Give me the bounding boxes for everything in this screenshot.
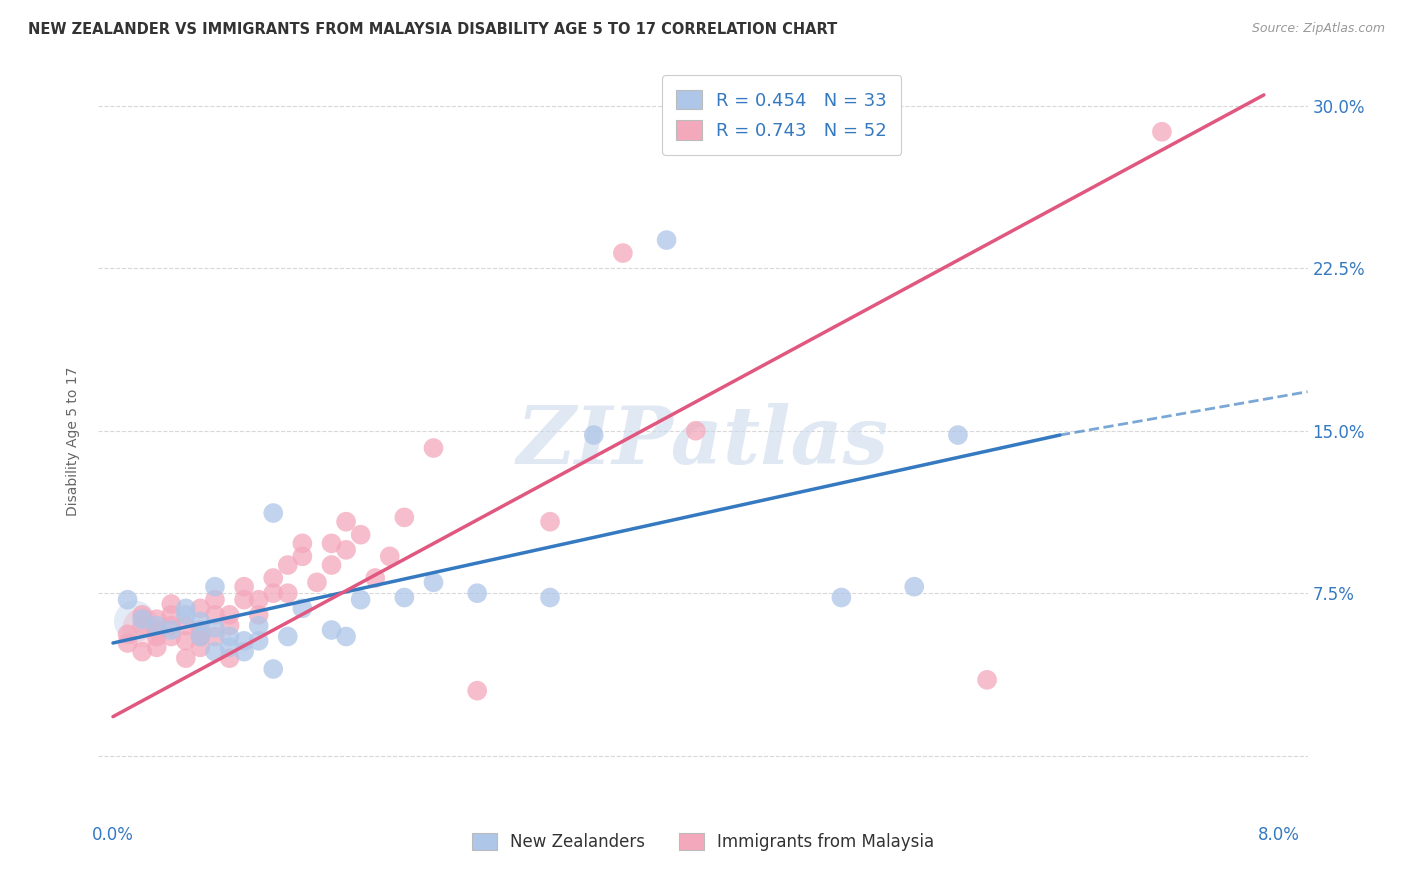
Point (262, 662, 284, 676)
Point (685, 424, 707, 438)
Point (204, 592, 226, 607)
Point (131, 612, 153, 626)
Point (174, 618, 197, 632)
Point (247, 633, 270, 648)
Point (976, 673, 998, 687)
Point (465, 586, 488, 600)
Point (291, 601, 314, 615)
Point (190, 615, 212, 629)
Point (218, 618, 240, 632)
Point (190, 623, 212, 637)
Point (160, 597, 183, 611)
Point (190, 640, 212, 655)
Point (247, 592, 270, 607)
Point (655, 233, 678, 247)
Point (247, 607, 270, 622)
Point (1150, 125, 1173, 139)
Point (117, 592, 139, 607)
Point (145, 623, 167, 637)
Point (378, 549, 401, 564)
Point (350, 527, 373, 541)
Point (538, 591, 561, 605)
Point (233, 633, 256, 648)
Point (538, 515, 561, 529)
Point (247, 618, 270, 632)
Point (277, 558, 299, 572)
Legend: New Zealanders, Immigrants from Malaysia: New Zealanders, Immigrants from Malaysia (465, 826, 941, 858)
Point (422, 441, 444, 455)
Point (117, 636, 139, 650)
Point (218, 640, 240, 655)
Text: NEW ZEALANDER VS IMMIGRANTS FROM MALAYSIA DISABILITY AGE 5 TO 17 CORRELATION CHA: NEW ZEALANDER VS IMMIGRANTS FROM MALAYSI… (28, 22, 838, 37)
Point (321, 623, 343, 637)
Point (190, 630, 212, 644)
Point (364, 571, 387, 585)
Point (218, 630, 240, 644)
Point (204, 607, 226, 622)
Point (124, 615, 146, 629)
Point (277, 630, 299, 644)
Point (305, 575, 328, 590)
Point (335, 515, 357, 529)
Point (174, 651, 197, 665)
Point (233, 645, 256, 659)
Point (903, 580, 925, 594)
Point (321, 558, 343, 572)
Point (335, 542, 357, 557)
Point (190, 601, 212, 615)
Point (350, 592, 373, 607)
Point (145, 618, 167, 632)
Point (131, 607, 153, 622)
Point (160, 607, 183, 622)
Point (277, 586, 299, 600)
Point (174, 607, 197, 622)
Point (335, 630, 357, 644)
Point (321, 536, 343, 550)
Point (160, 623, 183, 637)
Point (145, 640, 167, 655)
Point (160, 630, 183, 644)
Point (233, 580, 256, 594)
Point (582, 428, 605, 442)
Point (117, 627, 139, 641)
Point (465, 683, 488, 698)
Point (204, 621, 226, 635)
Point (174, 601, 197, 615)
Point (291, 536, 314, 550)
Point (262, 571, 284, 585)
Point (131, 645, 153, 659)
Point (131, 618, 153, 632)
Point (946, 428, 969, 442)
Point (160, 618, 183, 632)
Point (218, 607, 240, 622)
Text: ZIPatlas: ZIPatlas (517, 403, 889, 480)
Point (262, 586, 284, 600)
Point (190, 630, 212, 644)
Point (131, 621, 153, 635)
Point (262, 506, 284, 520)
Point (394, 591, 416, 605)
Point (218, 651, 240, 665)
Point (394, 510, 416, 524)
Point (612, 246, 634, 260)
Point (204, 645, 226, 659)
Point (291, 549, 314, 564)
Point (233, 592, 256, 607)
Point (422, 575, 444, 590)
Point (830, 591, 852, 605)
Point (204, 580, 226, 594)
Point (174, 633, 197, 648)
Y-axis label: Disability Age 5 to 17: Disability Age 5 to 17 (66, 367, 80, 516)
Point (204, 630, 226, 644)
Point (145, 630, 167, 644)
Text: Source: ZipAtlas.com: Source: ZipAtlas.com (1251, 22, 1385, 36)
Point (145, 612, 167, 626)
